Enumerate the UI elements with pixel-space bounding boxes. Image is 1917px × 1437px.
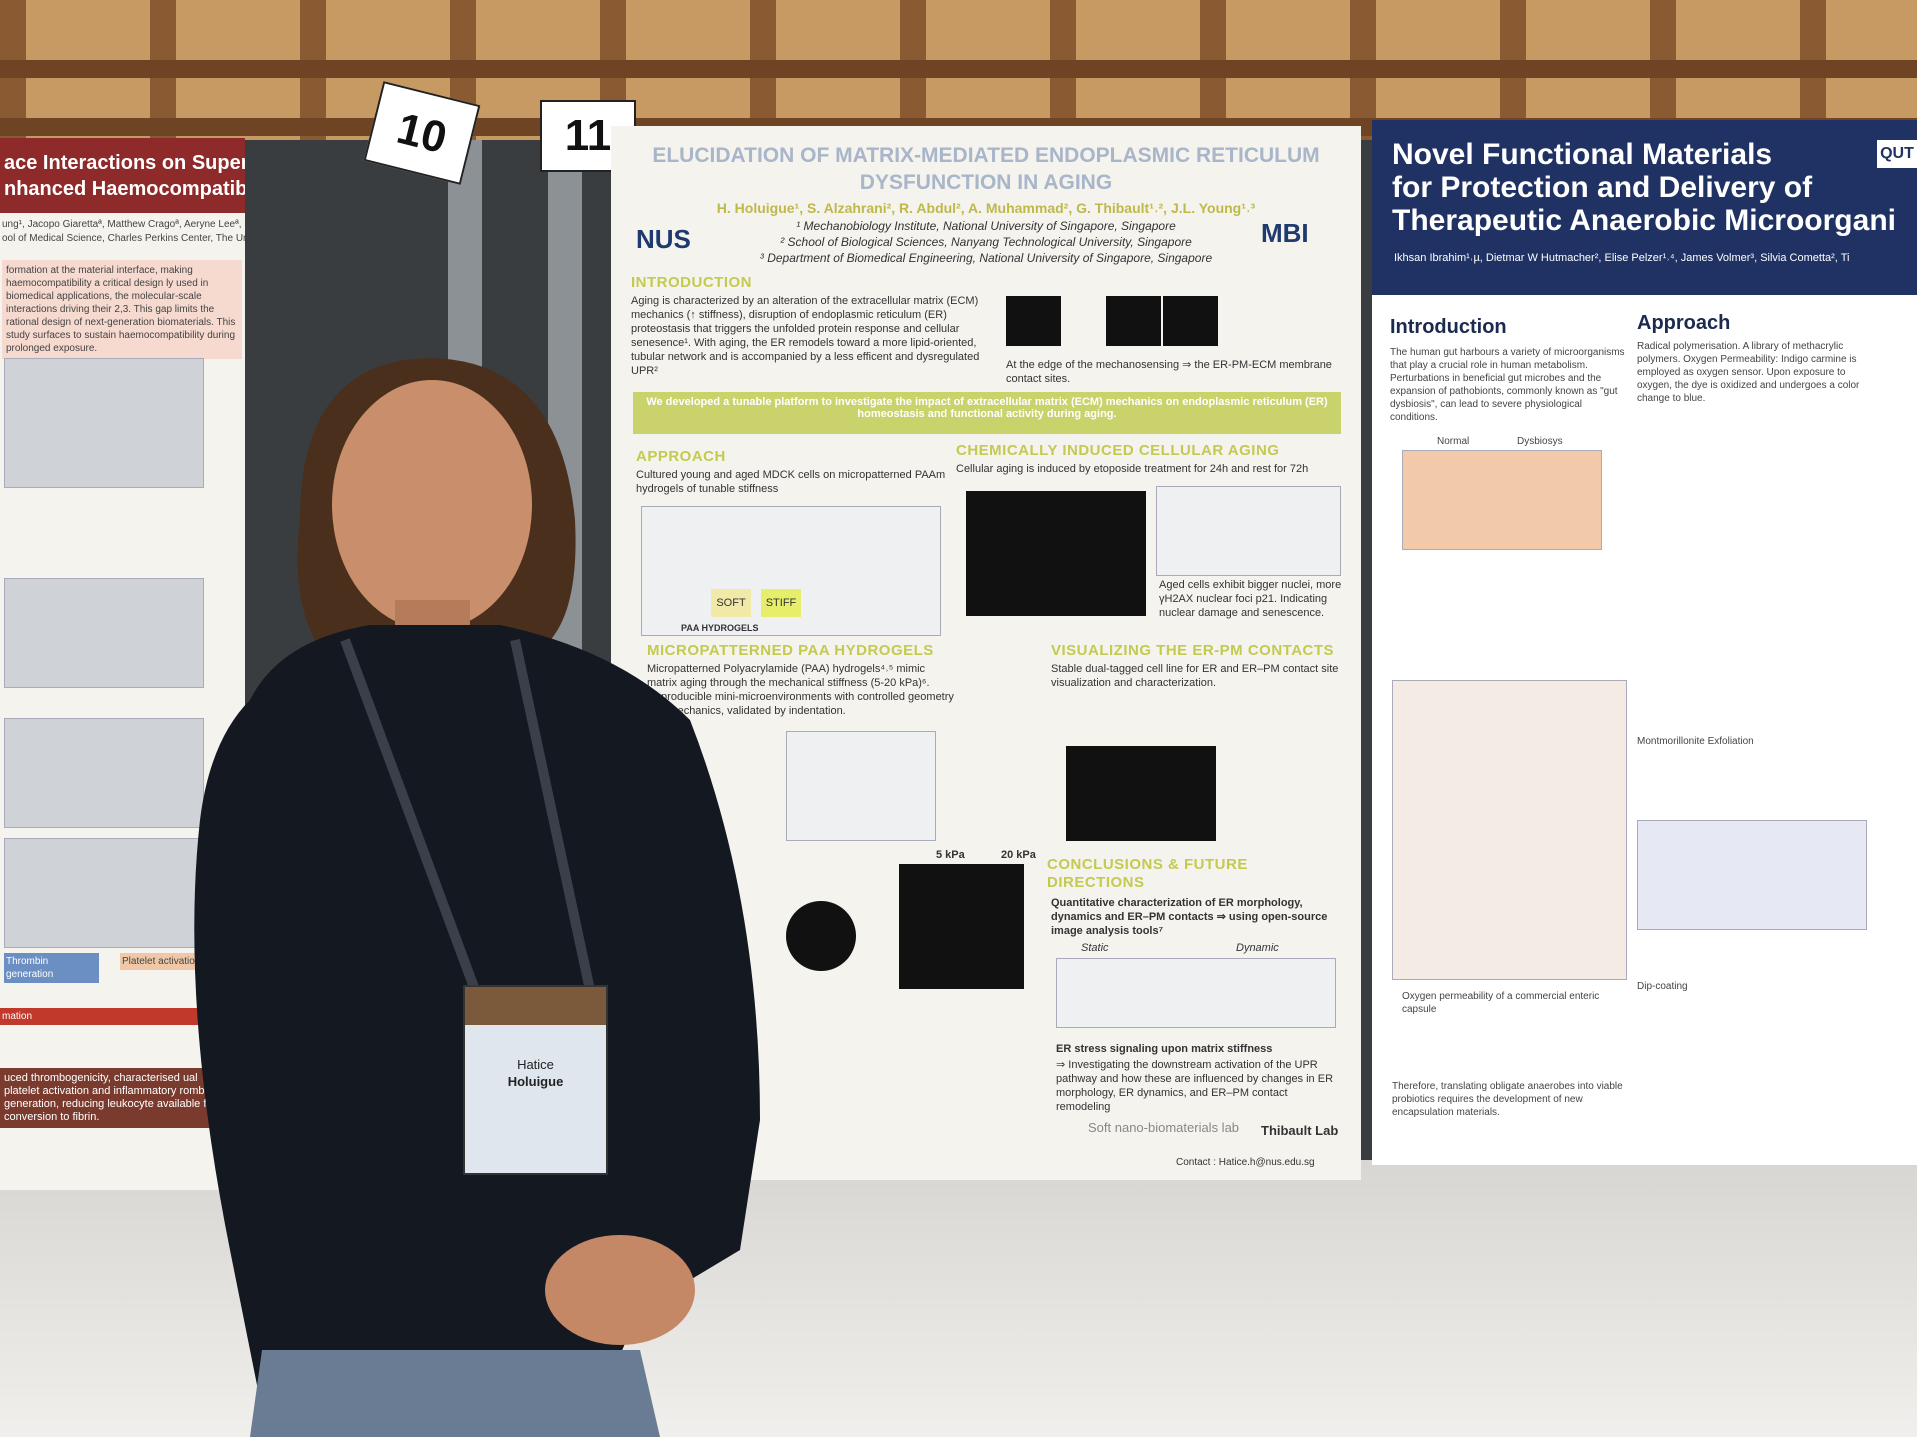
section-heading: CHEMICALLY INDUCED CELLULAR AGING bbox=[956, 442, 1280, 459]
beam bbox=[0, 60, 1917, 78]
center-poster: ELUCIDATION OF MATRIX-MEDIATED ENDOPLASM… bbox=[611, 126, 1361, 1180]
section-heading: INTRODUCTION bbox=[631, 274, 752, 291]
highlight: We developed a tunable platform to inves… bbox=[633, 392, 1341, 434]
poster-title: ELUCIDATION OF MATRIX-MEDIATED ENDOPLASM… bbox=[652, 144, 1320, 194]
panel-label: Dynamic bbox=[1236, 942, 1279, 954]
title-line: nhanced Haemocompatibility bbox=[4, 178, 245, 200]
micrograph bbox=[1106, 296, 1161, 346]
logo: NUS bbox=[636, 224, 691, 254]
right-poster: Novel Functional Materials for Protectio… bbox=[1372, 120, 1917, 1165]
section-text: Cellular aging is induced by etoposide t… bbox=[956, 463, 1309, 475]
affiliation: ³ Department of Biomedical Engineering, … bbox=[759, 251, 1213, 265]
micrograph bbox=[1006, 296, 1061, 346]
badge-header bbox=[465, 987, 606, 1025]
micrograph bbox=[1066, 746, 1216, 841]
panel-label: SOFT bbox=[711, 589, 751, 617]
poster-title: Novel Functional Materials for Protectio… bbox=[1392, 138, 1917, 237]
affiliations: ¹ Mechanobiology Institute, National Uni… bbox=[721, 218, 1251, 266]
section-heading: MICROPATTERNED PAA HYDROGELS bbox=[647, 642, 934, 659]
section-text: Therefore, translating obligate anaerobe… bbox=[1392, 1081, 1623, 1118]
lanyard bbox=[340, 638, 595, 992]
title-line: ace Interactions on Superhydrophobic bbox=[4, 152, 245, 174]
section-text: Radical polymerisation. A library of met… bbox=[1637, 341, 1860, 404]
panel-label: STIFF bbox=[761, 589, 801, 617]
label: Normal bbox=[1437, 436, 1470, 447]
section-heading: Approach bbox=[1637, 312, 1731, 334]
panel-label: PAA HYDROGELS bbox=[681, 623, 759, 633]
caption: At the edge of the mechanosensing ⇒ the … bbox=[1006, 359, 1332, 385]
panel-label: 5 kPa bbox=[936, 849, 965, 861]
figure bbox=[1402, 450, 1602, 550]
authors: H. Holuigue¹, S. Alzahrani², R. Abdul², … bbox=[716, 200, 1256, 216]
figure bbox=[1392, 680, 1627, 980]
contact: Contact : Hatice.h@nus.edu.sg bbox=[1176, 1157, 1315, 1168]
section-text: ⇒ Investigating the downstream activatio… bbox=[1056, 1059, 1334, 1113]
label: Thrombin generation bbox=[4, 953, 99, 983]
affiliation: ¹ Mechanobiology Institute, National Uni… bbox=[796, 219, 1176, 233]
authors: ung¹, Jacopo Giarettaª, Matthew Cragoª, … bbox=[2, 219, 245, 230]
jeans bbox=[250, 1350, 660, 1437]
label: Oxygen permeability of a commercial ente… bbox=[1402, 991, 1600, 1015]
micrograph bbox=[966, 491, 1146, 616]
section-text: The human gut harbours a variety of micr… bbox=[1390, 347, 1625, 423]
figure bbox=[4, 358, 204, 488]
micrograph bbox=[786, 901, 856, 971]
section-heading: CONCLUSIONS & FUTURE DIRECTIONS bbox=[1047, 856, 1248, 891]
hands bbox=[545, 1235, 695, 1345]
panel-label: 20 kPa bbox=[1001, 849, 1036, 861]
label: Montmorillonite Exfoliation bbox=[1637, 736, 1754, 747]
section-heading: Introduction bbox=[1390, 316, 1507, 338]
micrograph bbox=[1163, 296, 1218, 346]
badge-name: Hatice bbox=[517, 1057, 554, 1072]
figure bbox=[1637, 820, 1867, 930]
left-poster: ace Interactions on Superhydrophobic nha… bbox=[0, 138, 245, 1190]
figure bbox=[4, 578, 204, 688]
section-text: Stable dual-tagged cell line for ER and … bbox=[1051, 663, 1339, 689]
section-text: Micropatterned Polyacrylamide (PAA) hydr… bbox=[647, 663, 954, 717]
lead-text: formation at the material interface, mak… bbox=[2, 260, 242, 359]
figure bbox=[1156, 486, 1341, 576]
panel-label: Static bbox=[1081, 942, 1109, 954]
name-badge: Hatice Holuigue bbox=[463, 985, 608, 1175]
face bbox=[332, 380, 532, 630]
title-line: Therapeutic Anaerobic Microorgani bbox=[1392, 204, 1896, 237]
section-heading: APPROACH bbox=[636, 448, 726, 465]
label: mation bbox=[0, 1008, 245, 1025]
micrograph bbox=[899, 864, 1024, 989]
logo: QUT bbox=[1877, 140, 1917, 168]
poster-header bbox=[1372, 120, 1917, 295]
label: Dysbiosys bbox=[1517, 436, 1563, 447]
figure bbox=[4, 838, 204, 948]
poster-header bbox=[0, 138, 245, 213]
section-text: Quantitative characterization of ER morp… bbox=[1051, 897, 1328, 937]
badge-name: Holuigue bbox=[507, 1074, 564, 1089]
authors: Ikhsan Ibrahim¹˒µ, Dietmar W Hutmacher²,… bbox=[1394, 252, 1850, 264]
section-heading: VISUALIZING THE ER-PM CONTACTS bbox=[1051, 642, 1335, 659]
poster-title: ace Interactions on Superhydrophobic nha… bbox=[4, 150, 245, 202]
title-line: for Protection and Delivery of bbox=[1392, 171, 1813, 204]
title-line: Novel Functional Materials bbox=[1392, 138, 1773, 171]
conclusion: uced thrombogenicity, characterised ual … bbox=[0, 1068, 230, 1128]
figure bbox=[4, 718, 204, 828]
subheading: ER stress signaling upon matrix stiffnes… bbox=[1056, 1043, 1273, 1055]
lab-name: Thibault Lab bbox=[1261, 1123, 1339, 1138]
lab-name: Soft nano-biomaterials lab bbox=[1088, 1120, 1240, 1135]
section-text: Aging is characterized by an alteration … bbox=[631, 295, 980, 377]
figure bbox=[786, 731, 936, 841]
section-text: Cultured young and aged MDCK cells on mi… bbox=[636, 469, 946, 495]
label: Dip-coating bbox=[1637, 981, 1688, 992]
caption: Aged cells exhibit bigger nuclei, more γ… bbox=[1159, 579, 1342, 619]
figure bbox=[1056, 958, 1336, 1028]
logo: MBI bbox=[1261, 218, 1309, 248]
affiliation: ool of Medical Science, Charles Perkins … bbox=[2, 233, 245, 244]
affiliation: ² School of Biological Sciences, Nanyang… bbox=[780, 235, 1192, 249]
